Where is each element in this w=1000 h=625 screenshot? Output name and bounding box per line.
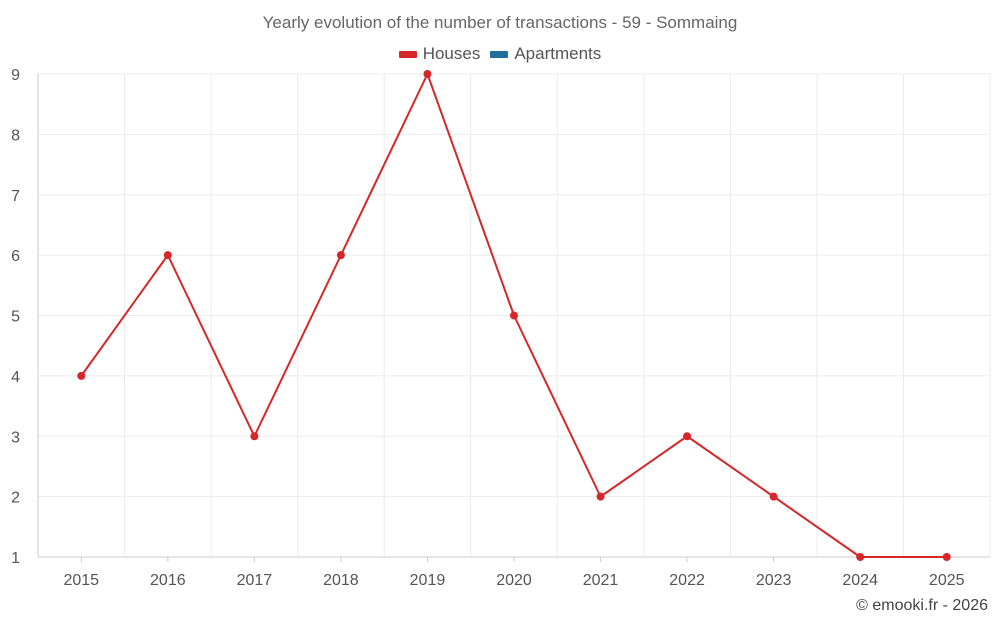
y-tick-label: 1 xyxy=(11,550,20,567)
x-tick-label: 2021 xyxy=(583,572,619,589)
legend-label-houses: Houses xyxy=(422,44,481,63)
x-tick-label: 2016 xyxy=(150,572,186,589)
data-point-houses xyxy=(683,432,692,441)
y-tick-label: 5 xyxy=(11,309,20,326)
data-point-houses xyxy=(942,553,951,561)
y-tick-label: 7 xyxy=(11,188,20,205)
x-tick-label: 2017 xyxy=(237,572,273,589)
y-tick-label: 3 xyxy=(11,429,20,446)
y-tick-label: 6 xyxy=(11,248,20,265)
data-point-houses xyxy=(510,311,518,320)
copyright-credit: © emooki.fr - 2026 xyxy=(856,597,988,614)
x-tick-label: 2024 xyxy=(842,572,878,589)
legend-swatch-houses xyxy=(398,50,417,58)
x-tick-label: 2025 xyxy=(929,572,965,589)
y-tick-label: 4 xyxy=(11,369,20,386)
legend-item-houses[interactable]: Houses xyxy=(398,44,481,64)
y-tick-label: 8 xyxy=(11,127,20,144)
data-point-houses xyxy=(596,492,605,501)
y-tick-label: 2 xyxy=(11,490,20,507)
x-tick-label: 2022 xyxy=(669,572,705,589)
y-tick-label: 9 xyxy=(11,67,20,84)
chart-legend: Houses Apartments xyxy=(0,44,1000,64)
data-point-houses xyxy=(77,371,86,380)
x-tick-label: 2023 xyxy=(756,572,792,589)
data-point-houses xyxy=(336,251,345,260)
data-point-houses xyxy=(423,70,432,78)
x-tick-label: 2020 xyxy=(496,572,532,589)
data-point-houses xyxy=(163,251,172,260)
chart-title: Yearly evolution of the number of transa… xyxy=(262,13,738,32)
legend-item-apartments[interactable]: Apartments xyxy=(490,44,601,64)
x-tick-label: 2018 xyxy=(323,572,359,589)
data-point-houses xyxy=(250,432,259,441)
data-point-houses xyxy=(856,553,865,561)
x-tick-label: 2019 xyxy=(410,572,446,589)
data-point-houses xyxy=(769,492,778,501)
legend-swatch-apartments xyxy=(490,50,509,58)
x-tick-label: 2015 xyxy=(63,572,99,589)
legend-label-apartments: Apartments xyxy=(514,44,602,63)
